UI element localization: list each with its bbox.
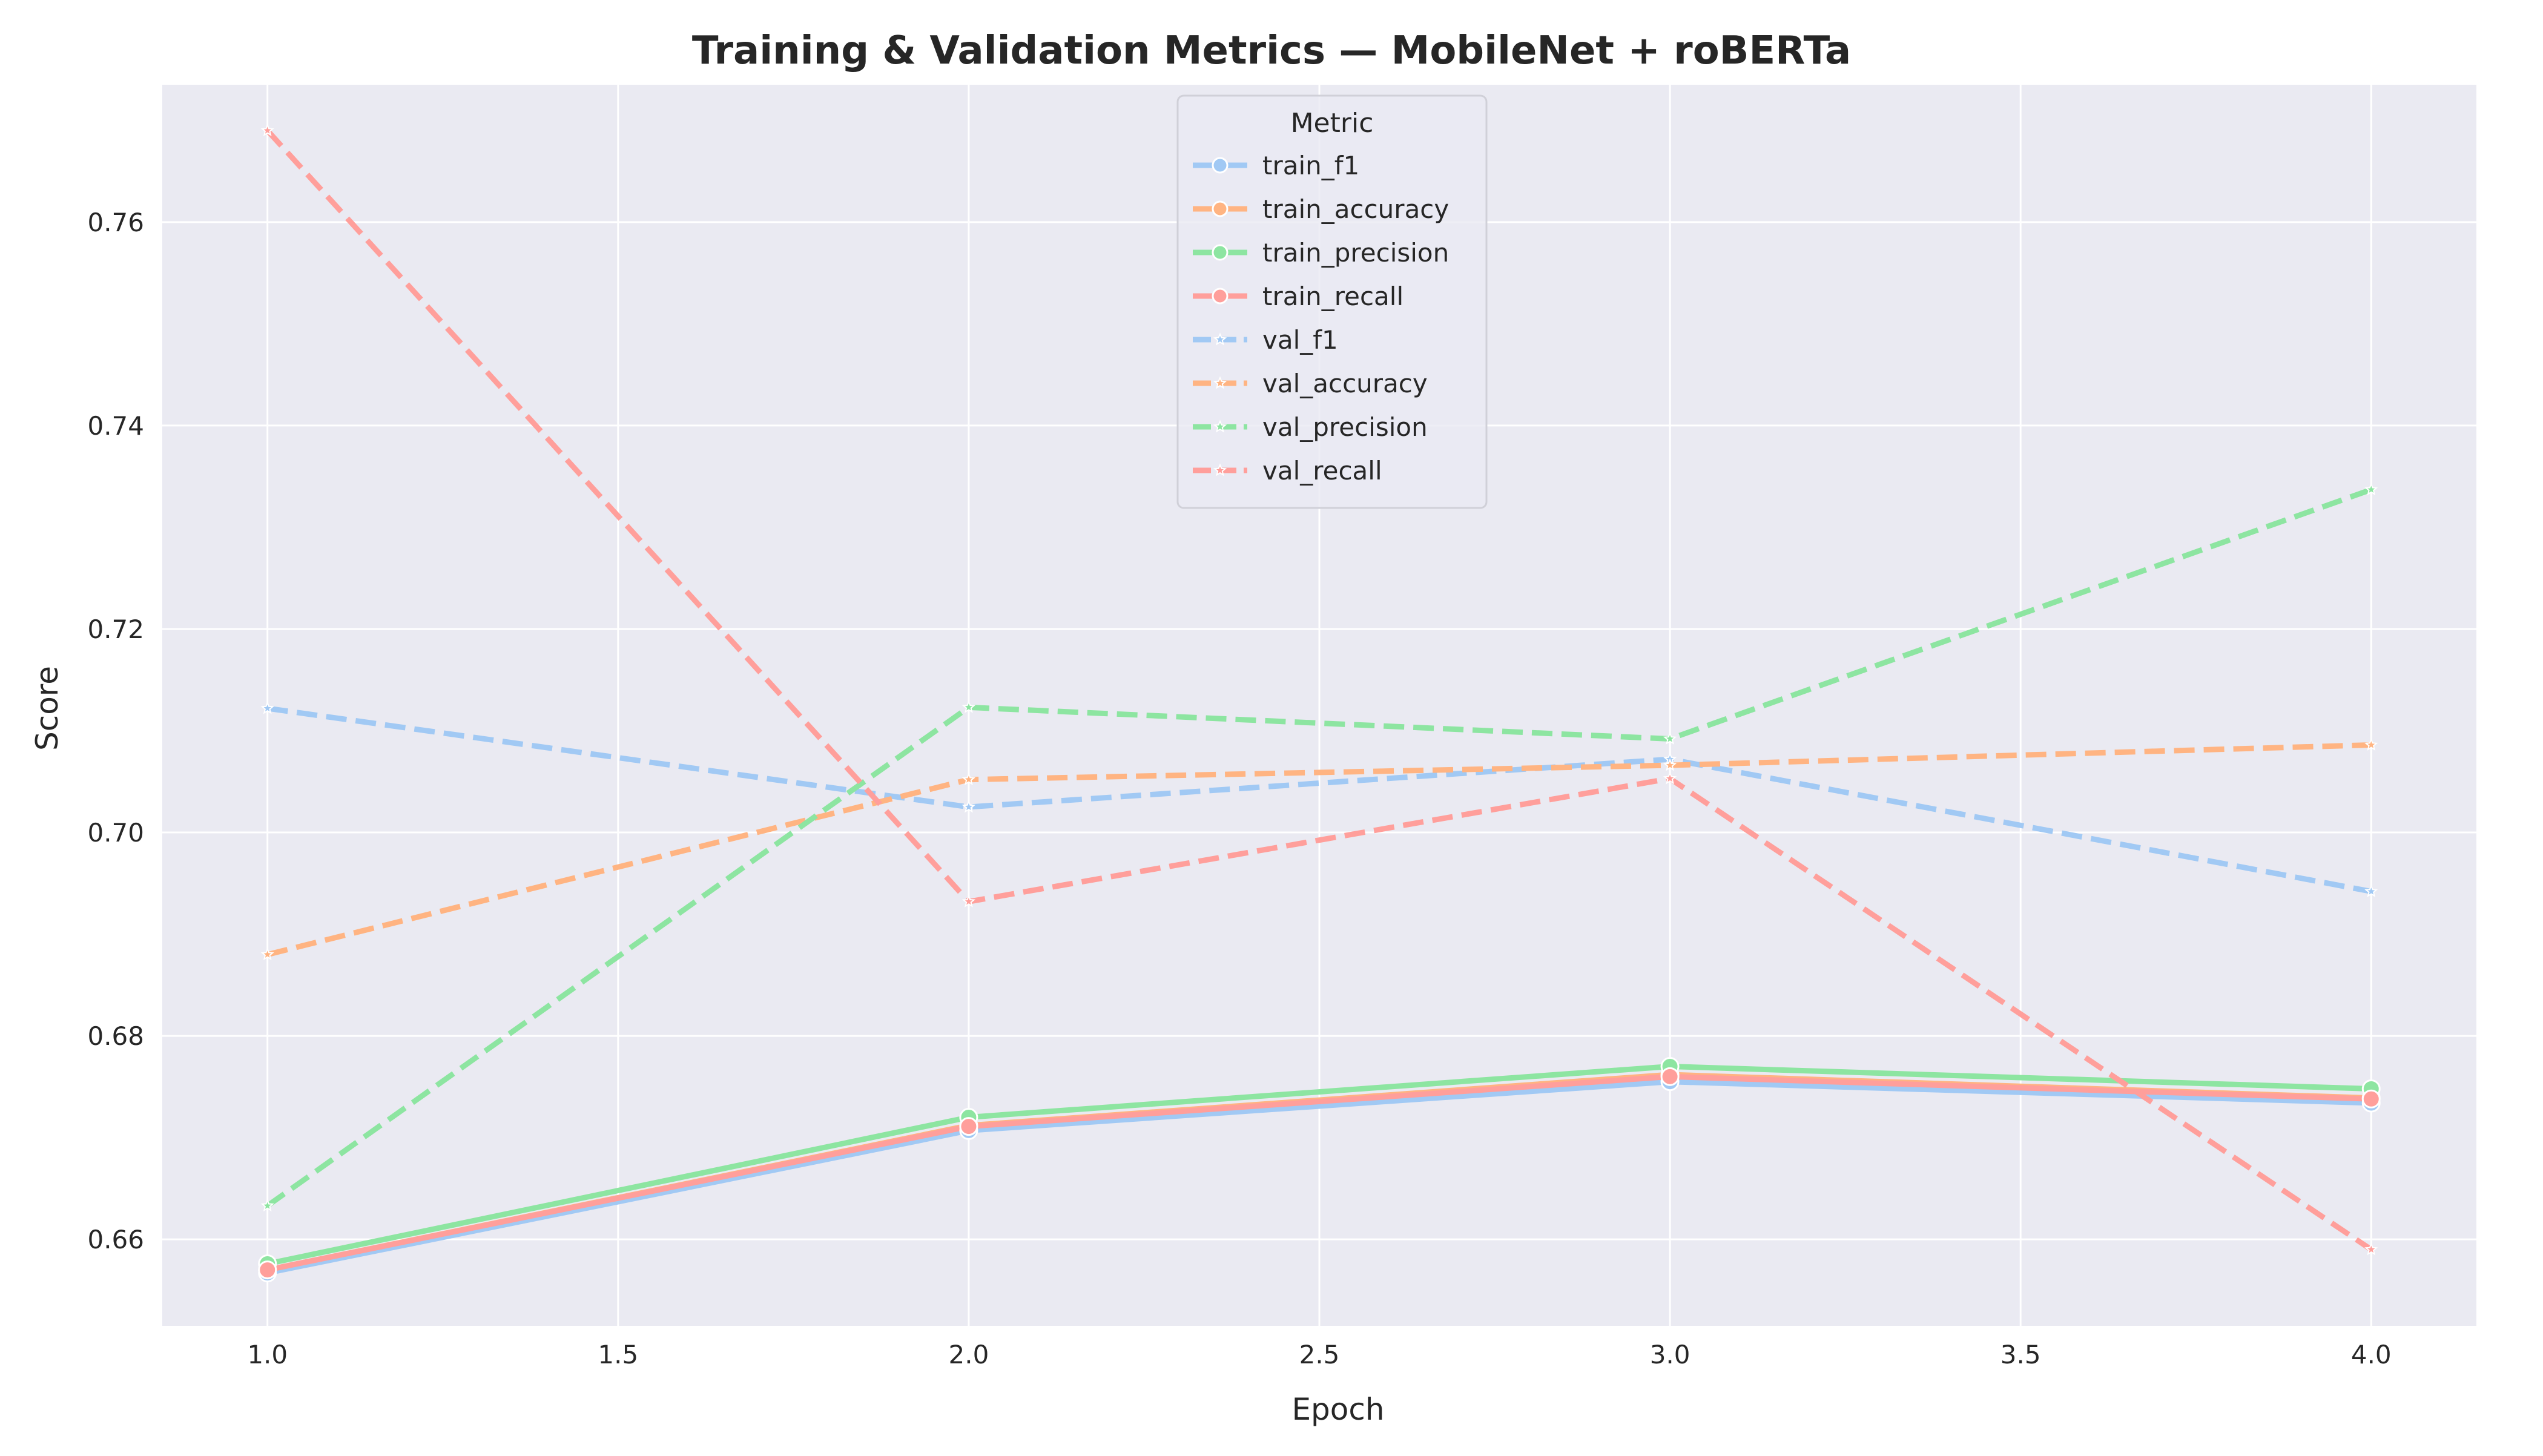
- legend-items: train_f1 train_accuracy train_precisiontra…: [1193, 151, 1449, 486]
- legend-title: Metric: [1291, 108, 1374, 139]
- data-point-val-accuracy: [1663, 758, 1677, 771]
- data-point-val-precision: [1663, 731, 1677, 745]
- legend-item-train-recall: train_recall: [1193, 282, 1403, 311]
- legend-label: train_recall: [1262, 282, 1403, 311]
- data-point-val-recall: [1663, 771, 1677, 785]
- legend-label: val_precision: [1262, 412, 1428, 442]
- data-point-val-recall: [2364, 1242, 2378, 1256]
- legend-item-val-accuracy: val_accuracy: [1193, 369, 1428, 398]
- chart-title: Training & Validation Metrics — MobileNe…: [692, 28, 1851, 73]
- data-point-val-accuracy: [260, 947, 274, 961]
- y-tick-label: 0.74: [87, 411, 144, 441]
- series-line-train-recall: [266, 1073, 2372, 1273]
- data-point-val-accuracy: [2364, 737, 2378, 751]
- data-point-val-precision: [2364, 483, 2378, 496]
- legend-marker: [1213, 463, 1227, 476]
- series-markers: [258, 123, 2381, 1283]
- data-point-train-recall: [2361, 1089, 2381, 1108]
- legend-item-train-accuracy: train_accuracy: [1193, 194, 1449, 224]
- legend-marker: [1213, 376, 1227, 389]
- legend-item-val-recall: val_recall: [1193, 456, 1382, 486]
- x-axis-label: Epoch: [1291, 1392, 1384, 1427]
- legend-box: [1176, 94, 1488, 509]
- legend-item-val-f1: val_f1: [1193, 325, 1338, 355]
- x-tick-label: 2.0: [949, 1340, 989, 1369]
- legend-marker: [1212, 244, 1229, 261]
- x-tick-label: 3.0: [1650, 1340, 1690, 1369]
- x-tick-label: 3.5: [2000, 1340, 2041, 1369]
- legend-label: val_recall: [1262, 456, 1382, 486]
- legend-item-val-precision: val_precision: [1193, 412, 1428, 442]
- series-lines: [265, 128, 2373, 1276]
- legend-label: train_precision: [1262, 238, 1449, 268]
- data-point-val-f1: [961, 800, 976, 813]
- legend-marker: [1212, 288, 1229, 305]
- legend-marker: [1212, 200, 1229, 217]
- data-point-train-recall: [1660, 1067, 1680, 1086]
- data-point-val-precision: [961, 700, 976, 713]
- legend-label: train_accuracy: [1262, 194, 1449, 224]
- legend-label: train_f1: [1262, 151, 1359, 180]
- legend-item-train-f1: train_f1: [1193, 151, 1359, 180]
- legend-item-train-precision: train_precision: [1193, 238, 1449, 268]
- legend-label: val_f1: [1262, 325, 1338, 355]
- data-point-val-precision: [260, 1199, 274, 1212]
- legend-marker: [1212, 157, 1229, 174]
- data-point-train-recall: [959, 1117, 978, 1136]
- data-point-val-recall: [260, 123, 274, 137]
- y-axis-label: Score: [30, 666, 65, 751]
- x-tick-label: 4.0: [2351, 1340, 2392, 1369]
- series-line-val-accuracy: [266, 742, 2372, 958]
- series-line-val-f1: [267, 705, 2372, 894]
- data-point-train-recall: [258, 1260, 277, 1280]
- series-line-train-precision: [266, 1064, 2372, 1267]
- y-tick-label: 0.66: [87, 1225, 144, 1254]
- series-line-val-recall: [265, 128, 2373, 1252]
- legend-marker: [1213, 332, 1227, 346]
- y-tick-label: 0.70: [87, 818, 144, 848]
- series-line-train-f1: [266, 1079, 2372, 1276]
- legend-label: val_accuracy: [1262, 369, 1428, 398]
- x-tick-label: 1.0: [247, 1340, 288, 1369]
- y-tick-label: 0.76: [87, 208, 144, 237]
- y-tick-label: 0.68: [87, 1021, 144, 1051]
- x-tick-label: 2.5: [1299, 1340, 1340, 1369]
- legend: Metric train_f1 train_accuracy train_preci…: [1176, 94, 1488, 509]
- y-tick-label: 0.72: [87, 614, 144, 644]
- series-line-val-precision: [266, 487, 2372, 1208]
- legend-marker: [1213, 420, 1227, 433]
- data-point-val-f1: [2364, 884, 2378, 897]
- data-point-val-recall: [961, 894, 976, 908]
- data-point-val-f1: [260, 701, 274, 714]
- x-tick-label: 1.5: [598, 1340, 638, 1369]
- tick-labels: 1.0 1.5 2.0 2.5 3.0 3.5 4.0 0.66 0.68 0.70 0.72 0.7…: [87, 208, 2391, 1369]
- data-point-val-accuracy: [961, 772, 976, 786]
